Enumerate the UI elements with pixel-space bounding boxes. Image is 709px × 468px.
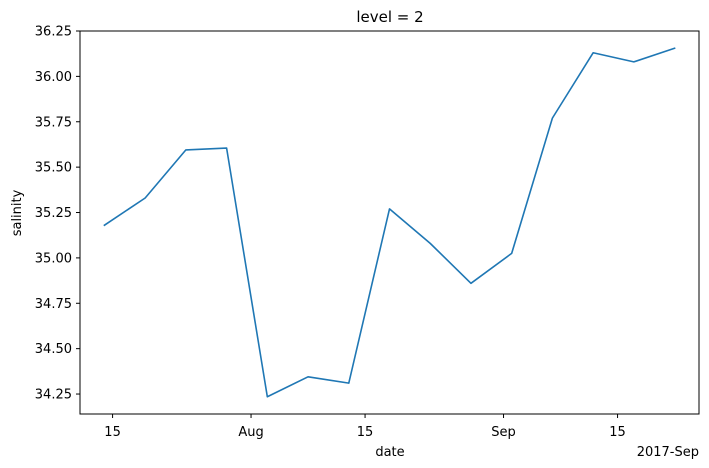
y-tick-label: 34.25	[35, 388, 72, 403]
y-tick-label: 36.25	[35, 25, 72, 40]
x-axis-label: date	[375, 445, 404, 460]
x-axis-offset-label: 2017-Sep	[637, 445, 699, 460]
x-tick-label: 15	[357, 425, 374, 440]
y-axis-label: salinity	[10, 189, 25, 236]
chart-title: level = 2	[356, 8, 423, 26]
plot-frame	[79, 30, 700, 415]
x-tick-label: 15	[609, 425, 626, 440]
y-tick-label: 36.00	[35, 70, 72, 85]
y-tick-label: 35.25	[35, 206, 72, 221]
series-line	[103, 47, 676, 398]
y-tick-label: 35.50	[35, 161, 72, 176]
x-tick-label: Sep	[491, 425, 516, 440]
y-tick-label: 34.75	[35, 297, 72, 312]
y-tick-label: 35.75	[35, 115, 72, 130]
y-tick-label: 35.00	[35, 251, 72, 266]
y-tick-label: 34.50	[35, 342, 72, 357]
x-tick-label: 15	[104, 425, 121, 440]
plot-area: 34.25 34.50 34.75 35.00 35.25 35.50 35.75 36.00…	[35, 25, 700, 440]
x-tick-label: Aug	[238, 425, 263, 440]
